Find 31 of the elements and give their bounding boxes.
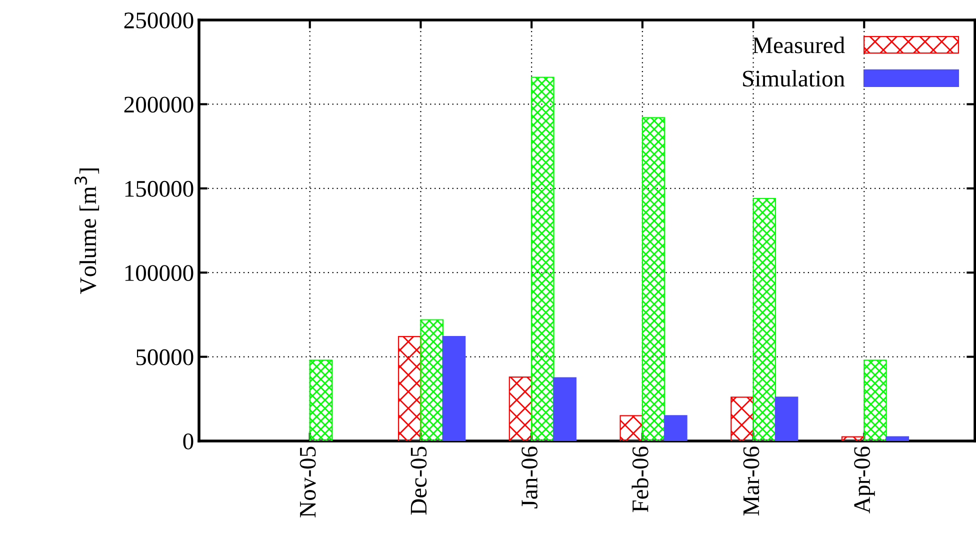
y-tick-label: 0 bbox=[183, 433, 194, 450]
y-axis-title: Volume [m$^{3}$] bbox=[74, 168, 100, 294]
x-tick-label: Nov-05 bbox=[300, 446, 316, 518]
bar bbox=[774, 396, 798, 441]
bar bbox=[309, 360, 333, 441]
bar bbox=[864, 360, 887, 441]
bar bbox=[642, 117, 666, 441]
bar bbox=[508, 376, 532, 441]
x-tick-label: Jan-06 bbox=[522, 446, 538, 508]
bar bbox=[730, 396, 754, 441]
x-tick-label: Apr-06 bbox=[854, 446, 875, 514]
legend-label: Simulation bbox=[743, 70, 845, 87]
y-tick-label: 250000 bbox=[124, 12, 194, 28]
y-tick-label: 150000 bbox=[125, 180, 194, 197]
bar bbox=[398, 336, 422, 441]
bar bbox=[620, 415, 643, 441]
y-tick-label: 200000 bbox=[124, 96, 194, 113]
bar bbox=[886, 436, 910, 441]
bar bbox=[664, 415, 688, 441]
bar bbox=[553, 377, 576, 441]
x-tick-label: Dec-05 bbox=[410, 446, 427, 515]
x-tick-label: Feb-06 bbox=[632, 446, 648, 512]
y-tick-label: 50000 bbox=[136, 349, 194, 366]
x-tick-label: Mar-06 bbox=[743, 446, 760, 516]
bar bbox=[841, 436, 865, 441]
bar bbox=[752, 198, 776, 441]
bar bbox=[420, 319, 444, 441]
y-tick-label: 100000 bbox=[125, 265, 194, 282]
bar bbox=[442, 336, 466, 441]
bar bbox=[531, 76, 554, 441]
legend-label: Measured bbox=[752, 36, 845, 54]
